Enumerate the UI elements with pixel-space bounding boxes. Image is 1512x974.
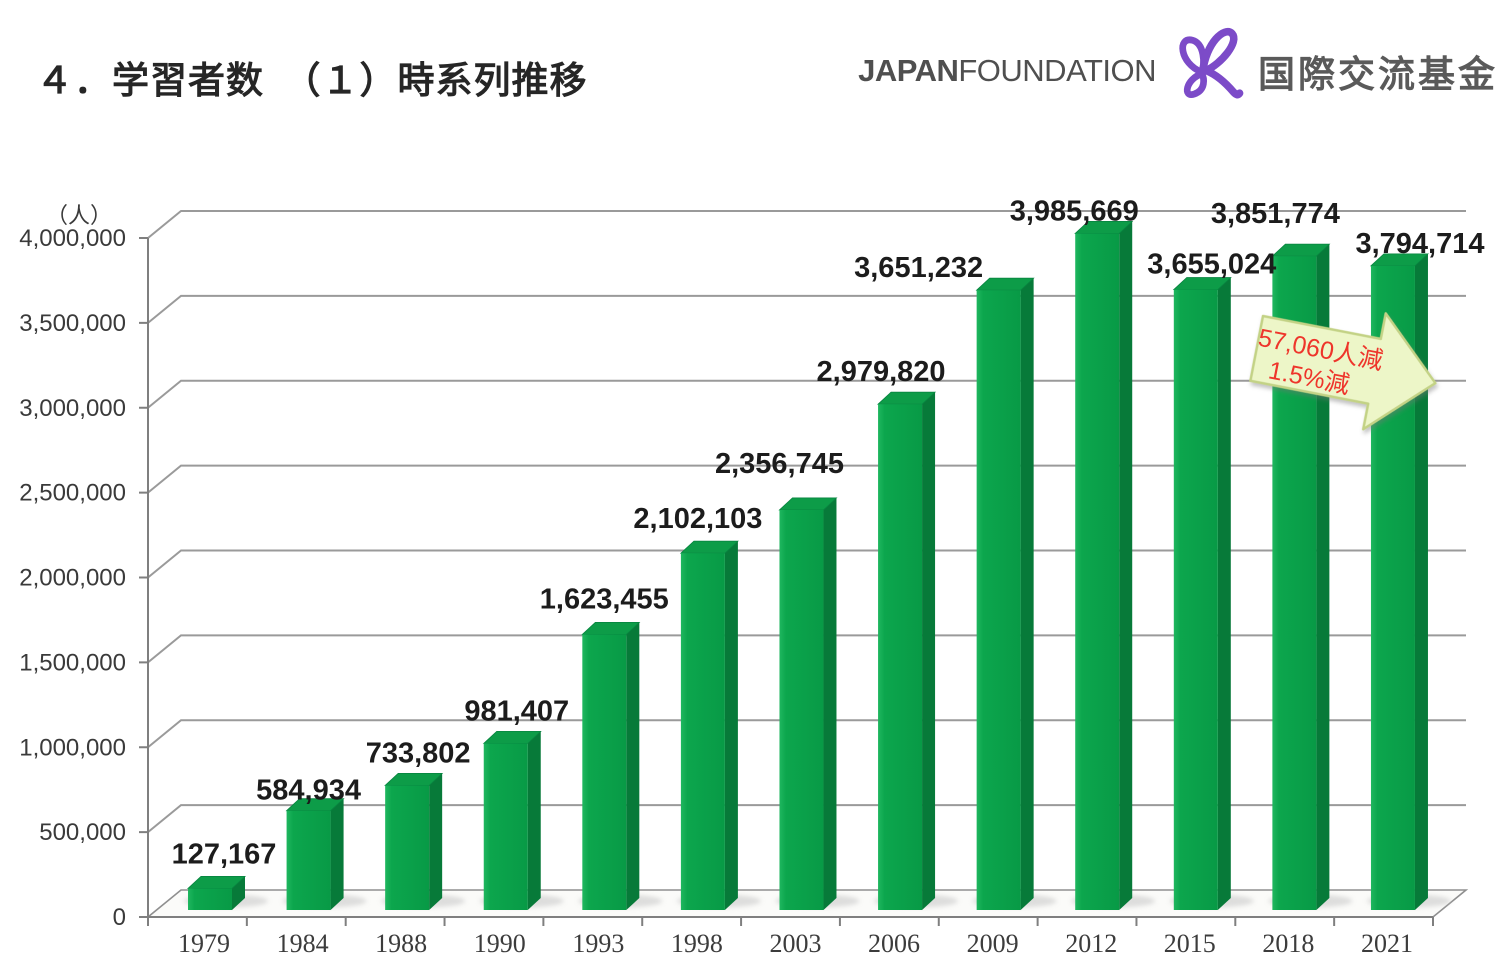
year-label-1998: 1998 xyxy=(671,929,723,958)
butterfly-logo-icon xyxy=(1179,28,1244,99)
bar-1990 xyxy=(482,731,542,910)
bar-front-face xyxy=(1075,233,1120,911)
logo-wordmark: JAPANFOUNDATION xyxy=(858,53,1156,89)
year-label-1988: 1988 xyxy=(375,929,427,958)
gridline-3,000,000 xyxy=(147,379,1466,409)
gridline-500,000 xyxy=(147,804,1466,833)
bar-side-face xyxy=(527,731,541,910)
bar-side-face xyxy=(429,773,443,910)
year-label-1990: 1990 xyxy=(474,929,526,958)
year-label-2009: 2009 xyxy=(967,929,1019,958)
logo-kanji-text: 国際交流基金 xyxy=(1258,54,1498,95)
value-label-2021: 3,794,714 xyxy=(1355,228,1484,260)
ytick-label-0: 0 xyxy=(113,904,126,931)
bar-side-face xyxy=(1119,221,1133,911)
logo-foundation-text: FOUNDATION xyxy=(958,53,1156,88)
page-title: ４．学習者数 （１）時系列推移 xyxy=(36,60,588,101)
bar-side-face xyxy=(626,622,640,910)
annotation-arrow-shape xyxy=(1249,312,1437,431)
value-label-1988: 733,802 xyxy=(366,737,471,769)
gridline-4,000,000 xyxy=(147,210,1466,239)
gridline-1,500,000 xyxy=(147,634,1466,664)
value-label-2009: 3,651,232 xyxy=(854,252,983,284)
y-axis-unit-label: （人） xyxy=(46,203,112,228)
ytick-label-2,500,000: 2,500,000 xyxy=(19,480,126,507)
value-label-2018: 3,851,774 xyxy=(1211,198,1340,230)
bar-front-face xyxy=(1173,289,1218,910)
gridline-2,500,000 xyxy=(147,464,1466,494)
year-label-2018: 2018 xyxy=(1262,929,1314,958)
bar-front-face xyxy=(680,553,725,910)
ytick-label-1,500,000: 1,500,000 xyxy=(19,649,126,676)
bar-front-face xyxy=(188,888,232,910)
bar-side-face xyxy=(1316,244,1330,910)
ytick-label-3,000,000: 3,000,000 xyxy=(19,395,126,422)
value-label-1993: 1,623,455 xyxy=(540,583,669,615)
bar-side-face xyxy=(1020,278,1034,910)
value-label-2012: 3,985,669 xyxy=(1010,195,1139,227)
value-label-1979: 127,167 xyxy=(172,838,277,870)
value-label-2015: 3,655,024 xyxy=(1147,249,1276,281)
value-label-1998: 2,102,103 xyxy=(633,503,762,535)
bar-front-face xyxy=(483,743,528,910)
bar-1998 xyxy=(679,540,739,910)
bar-side-face xyxy=(1414,253,1428,911)
year-label-2021: 2021 xyxy=(1361,929,1413,958)
value-label-2003: 2,356,745 xyxy=(715,448,844,480)
ytick-label-3,500,000: 3,500,000 xyxy=(19,310,126,337)
gridline-3,500,000 xyxy=(147,294,1466,324)
japan-foundation-logo: JAPANFOUNDATION 国際交流基金 xyxy=(858,26,1498,116)
bar-2009 xyxy=(975,277,1035,910)
bar-1993 xyxy=(581,622,641,910)
bar-side-face xyxy=(330,798,344,910)
value-label-1984: 584,934 xyxy=(256,775,361,807)
bar-front-face xyxy=(385,785,430,910)
bar-2003 xyxy=(778,497,838,910)
year-label-1993: 1993 xyxy=(572,929,624,958)
logo-japan-text: JAPAN xyxy=(858,53,959,88)
year-label-2012: 2012 xyxy=(1065,929,1117,958)
year-label-1979: 1979 xyxy=(178,929,230,958)
bar-2006 xyxy=(877,391,937,911)
bar-side-face xyxy=(1217,277,1231,910)
ytick-label-1,000,000: 1,000,000 xyxy=(19,734,126,761)
bar-front-face xyxy=(779,509,824,910)
value-label-2006: 2,979,820 xyxy=(817,356,946,388)
ytick-label-500,000: 500,000 xyxy=(39,819,126,846)
year-label-2006: 2006 xyxy=(868,929,920,958)
year-label-2003: 2003 xyxy=(769,929,821,958)
bar-side-face xyxy=(922,392,936,911)
bar-1988 xyxy=(384,773,444,910)
bar-front-face xyxy=(286,810,331,910)
bar-front-face xyxy=(582,634,627,910)
gridline-2,000,000 xyxy=(147,549,1466,579)
bar-2012 xyxy=(1074,221,1134,911)
bar-1984 xyxy=(285,798,345,910)
bar-1979 xyxy=(186,876,247,910)
bar-2015 xyxy=(1172,277,1232,910)
value-label-1990: 981,407 xyxy=(464,695,569,727)
bar-side-face xyxy=(823,497,837,910)
bar-front-face xyxy=(976,290,1021,910)
bar-side-face xyxy=(232,876,245,910)
ytick-label-2,000,000: 2,000,000 xyxy=(19,565,126,592)
gridline-1,000,000 xyxy=(147,719,1466,749)
year-label-2015: 2015 xyxy=(1164,929,1216,958)
year-label-1984: 1984 xyxy=(277,929,329,958)
bar-side-face xyxy=(724,541,738,910)
bar-front-face xyxy=(878,404,923,910)
ytick-label-4,000,000: 4,000,000 xyxy=(19,225,126,252)
